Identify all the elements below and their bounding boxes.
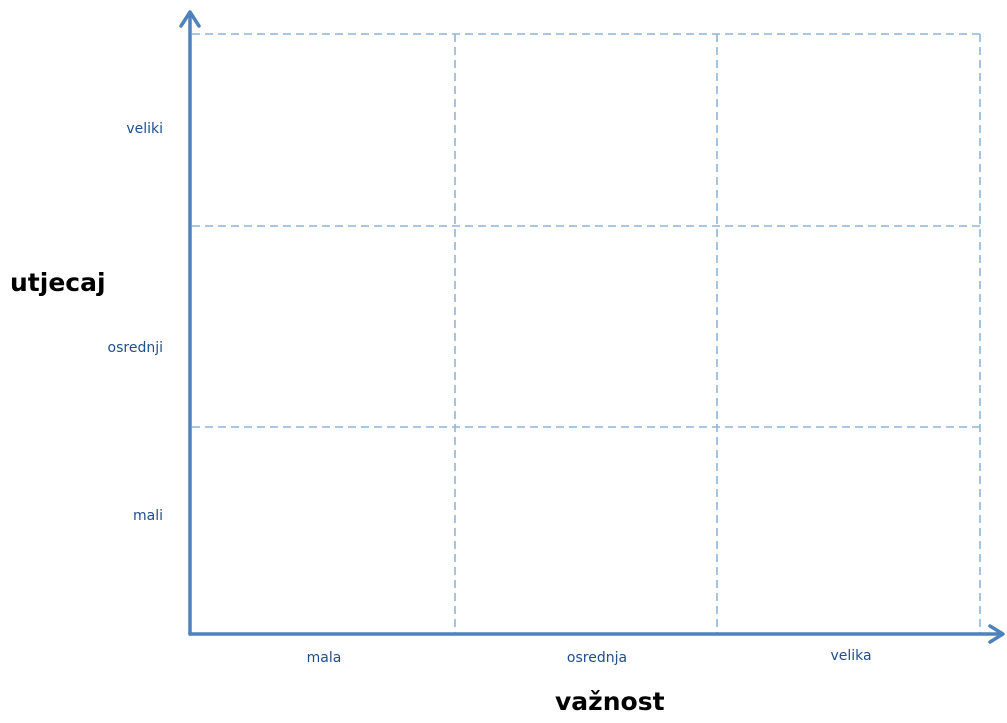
x-axis-arrowhead [988,624,1005,644]
x-level-label: mala [306,650,342,666]
y-level-label: osrednji [107,340,163,356]
y-axis-title: utjecaj [10,268,106,297]
y-level-label: veliki [126,121,163,137]
grid-lines [192,33,982,634]
x-axis-title: važnost [555,687,665,716]
x-level-label: osrednja [566,650,628,666]
y-level-label: mali [133,508,163,524]
x-level-label: velika [830,648,872,664]
axes [179,10,1005,644]
y-axis-arrowhead [179,10,201,28]
